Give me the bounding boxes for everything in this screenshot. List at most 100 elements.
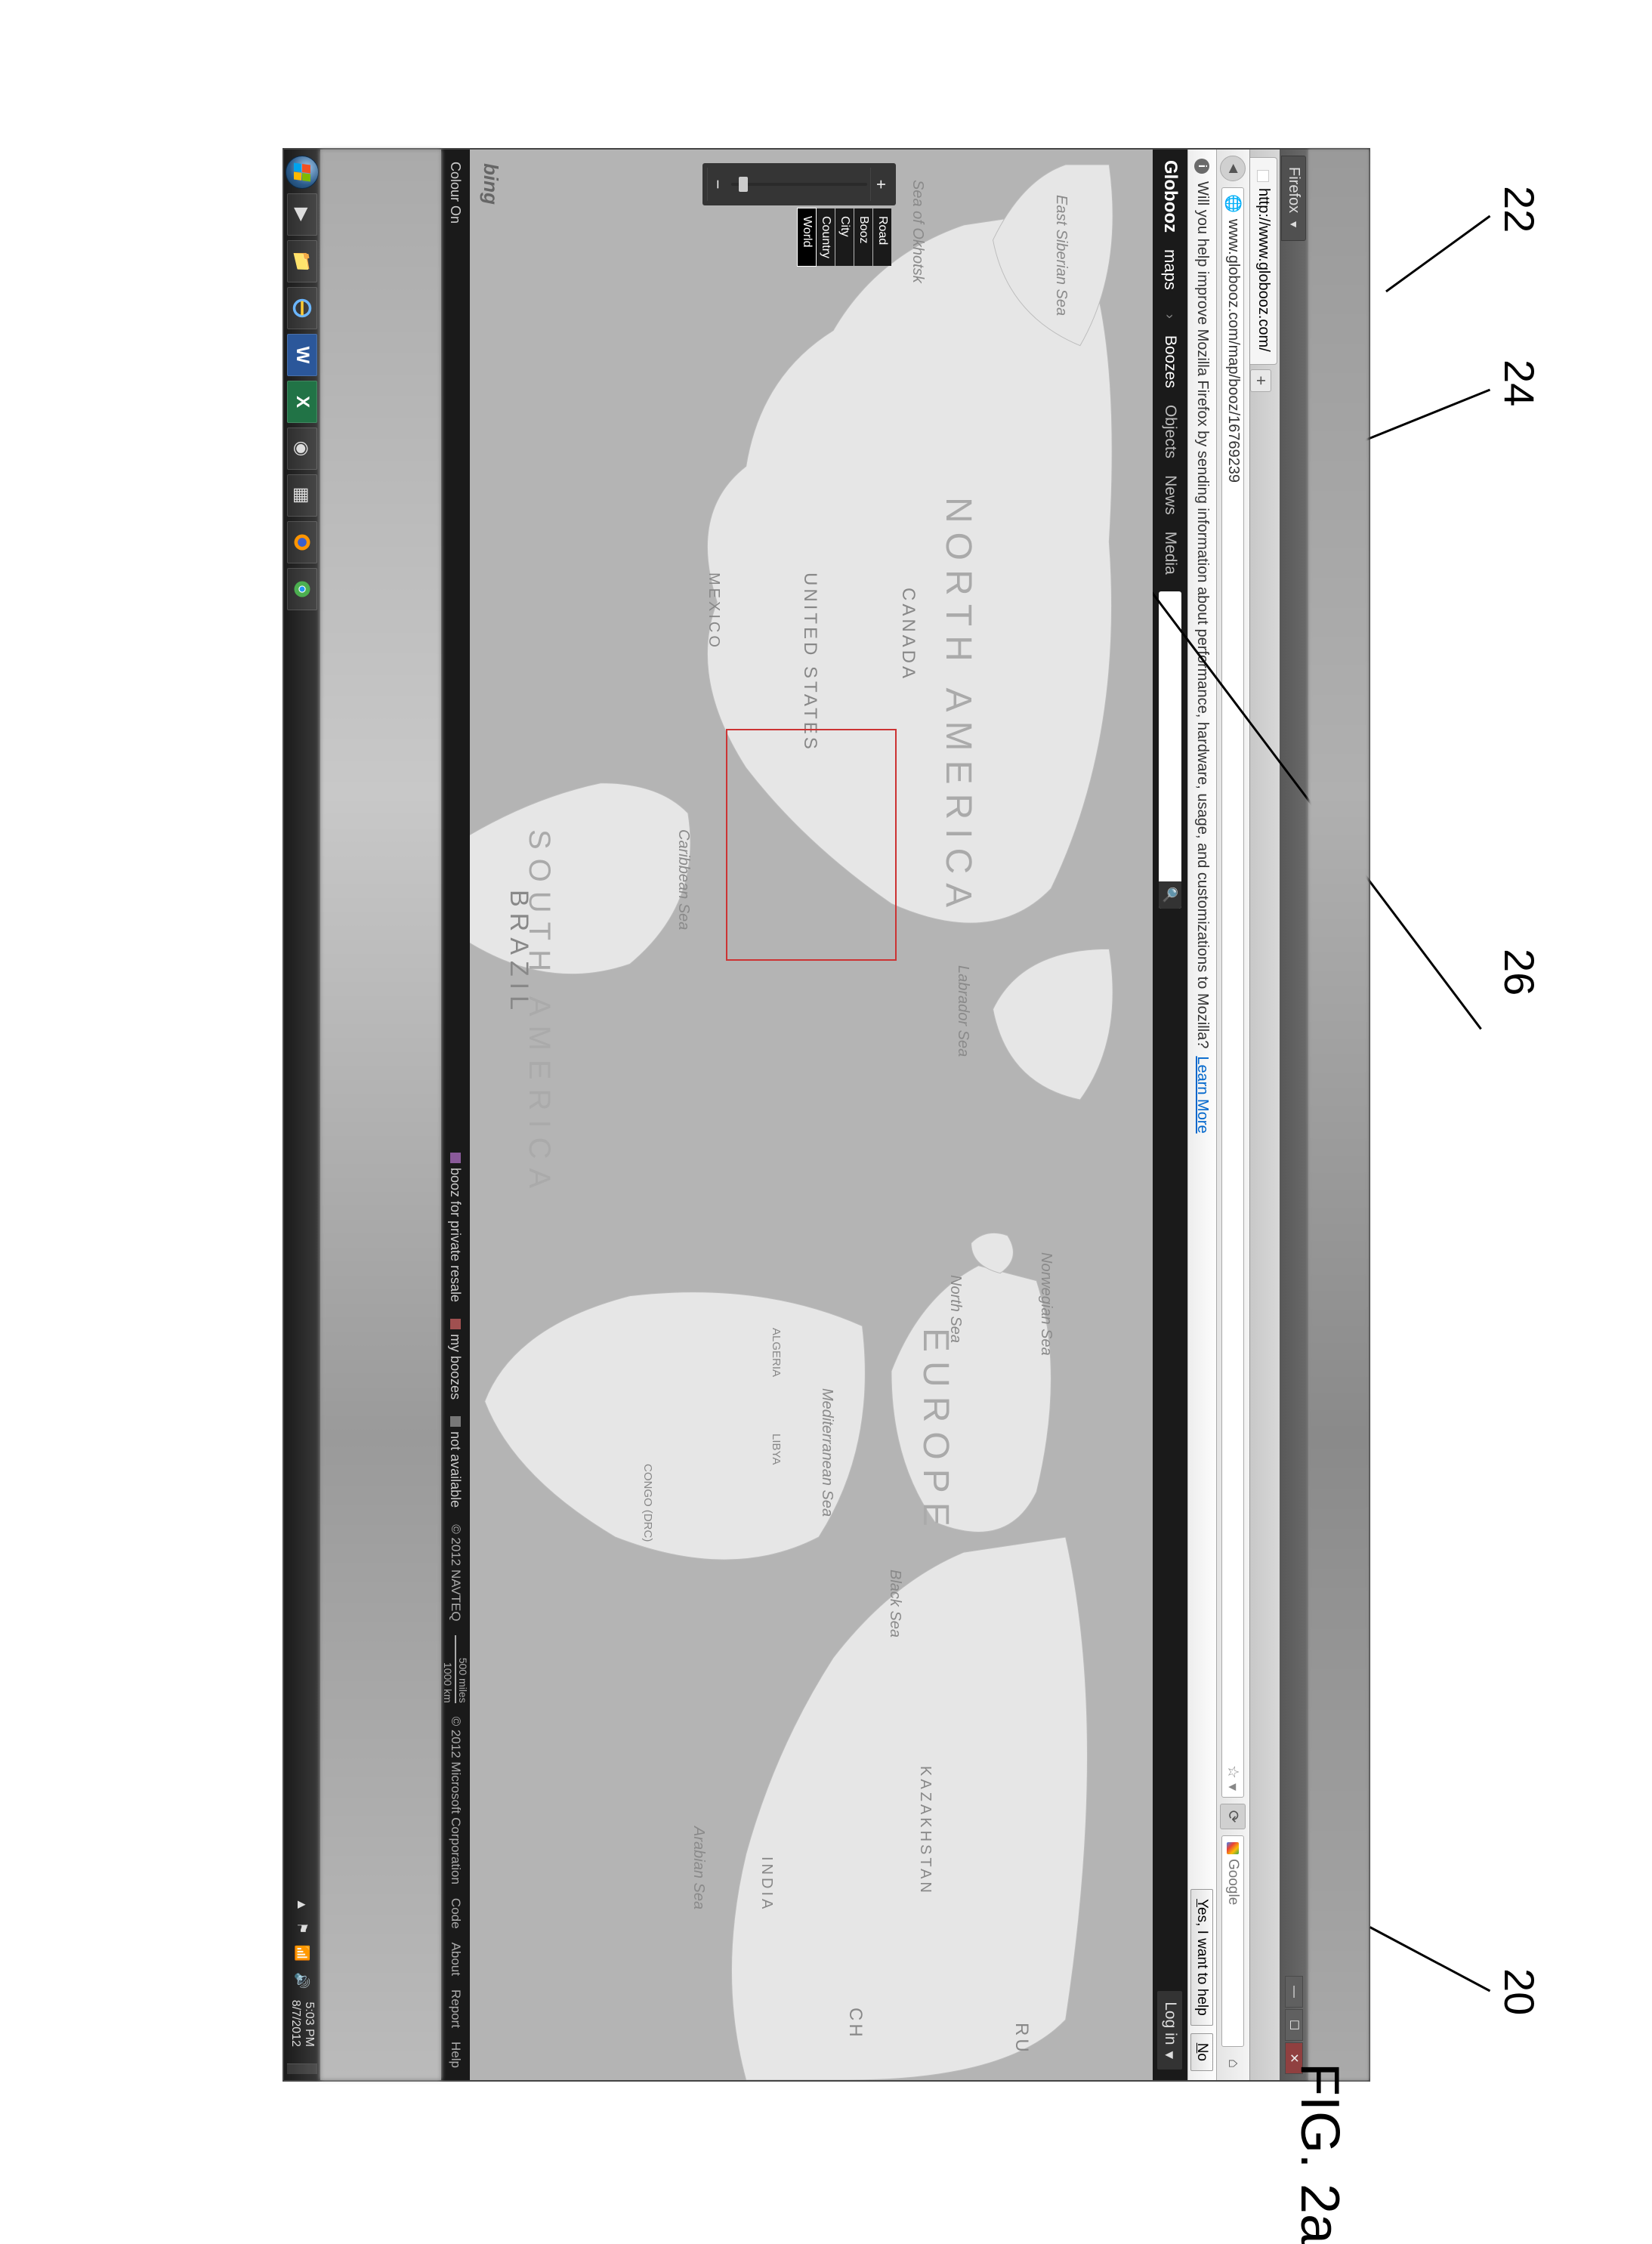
monitor-screenshot: Firefox ▼ — ☐ ✕ http://www.globooz.com/ … <box>283 148 1370 2082</box>
link-help[interactable]: Help <box>448 2042 463 2068</box>
country-usa: UNITED STATES <box>799 573 820 752</box>
tab-strip: http://www.globooz.com/ + <box>1249 150 1280 2080</box>
learn-more-link[interactable]: Learn More <box>1193 1056 1211 1133</box>
home-button[interactable]: ⌂ <box>1222 2053 1243 2074</box>
country-china: CH <box>845 2008 866 2040</box>
sea-okhotsk: Sea of Okhotsk <box>909 180 926 283</box>
sea-labrador: Labrador Sea <box>954 965 971 1057</box>
back-button[interactable]: ◄ <box>1220 156 1246 181</box>
windows-taskbar: ▶ 📁 W X ◉ ▦ ▲ ⚑ 📶 🔊 5:03 PM 8/7/2012 <box>284 150 320 2080</box>
login-label: Log in <box>1161 2002 1179 2045</box>
chevron-right-icon: › <box>1162 314 1178 319</box>
url-dropdown-icon[interactable]: ▾ <box>1224 1783 1243 1791</box>
taskbar-ie[interactable] <box>287 287 317 329</box>
info-icon: i <box>1194 159 1209 174</box>
zoom-in-button[interactable]: + <box>870 168 891 201</box>
maximize-button[interactable]: ☐ <box>1285 2009 1303 2041</box>
background-blur-bottom <box>320 150 441 2080</box>
callout-line-22 <box>1385 215 1490 292</box>
continent-eu: EUROPE <box>915 1328 956 1536</box>
network-icon[interactable]: 📶 <box>294 1945 310 1962</box>
country-india: INDIA <box>758 1857 775 1912</box>
taskbar-app-1[interactable]: ◉ <box>287 428 317 470</box>
callout-line-24 <box>1349 389 1490 448</box>
browser-search-box[interactable]: Google <box>1221 1835 1244 2047</box>
zoom-world[interactable]: World <box>798 208 816 266</box>
address-toolbar: ◄ 🌐 www.globooz.com/map/booz/16769239 ☆ … <box>1216 150 1249 2080</box>
zoom-out-button[interactable]: − <box>707 168 728 201</box>
link-about[interactable]: About <box>448 1943 463 1976</box>
firefox-menu-button[interactable]: Firefox ▼ <box>1281 156 1306 241</box>
tab-title: http://www.globooz.com/ <box>1255 188 1272 352</box>
start-button[interactable] <box>286 156 319 189</box>
zoom-road[interactable]: Road <box>873 208 891 266</box>
nav-objects[interactable]: Objects <box>1161 405 1179 458</box>
sea-black: Black Sea <box>886 1570 903 1637</box>
chevron-down-icon: ▾ <box>1160 2051 1179 2059</box>
bookmark-star-icon[interactable]: ☆ <box>1224 1765 1243 1779</box>
sea-east-siberian: East Siberian Sea <box>1052 195 1070 316</box>
nav-news[interactable]: News <box>1161 475 1179 515</box>
colour-toggle[interactable]: Colour On <box>447 162 463 224</box>
zoom-track[interactable] <box>731 183 867 186</box>
new-tab-button[interactable]: + <box>1250 369 1271 392</box>
no-button[interactable]: No <box>1190 2033 1213 2071</box>
country-mexico: MEXICO <box>705 573 722 650</box>
callout-line-20 <box>1369 1926 1490 1992</box>
map-viewport[interactable]: East Siberian Sea Sea of Okhotsk Labrado… <box>441 150 1153 2080</box>
reload-button[interactable]: ⟳ <box>1220 1804 1246 1829</box>
selection-rectangle <box>725 729 896 961</box>
firefox-menu-label: Firefox <box>1285 167 1302 213</box>
zoom-country[interactable]: Country <box>817 208 835 266</box>
tray-up-icon[interactable]: ▲ <box>294 1898 310 1912</box>
link-code[interactable]: Code <box>448 1898 463 1929</box>
minimize-button[interactable]: — <box>1285 1976 1303 2008</box>
taskbar-word[interactable]: W <box>287 334 317 376</box>
search-button[interactable]: 🔍 <box>1159 881 1181 909</box>
favicon-icon <box>1257 170 1269 182</box>
zoom-handle[interactable] <box>739 177 748 192</box>
browser-tab[interactable]: http://www.globooz.com/ <box>1250 157 1277 365</box>
legend-not-available: not available <box>447 1416 463 1508</box>
taskbar-clock[interactable]: 5:03 PM 8/7/2012 <box>289 2000 315 2047</box>
taskbar-media-player[interactable]: ▶ <box>287 193 317 236</box>
app-topbar: Globooz maps › Boozes Objects News Media… <box>1153 150 1187 2080</box>
address-bar[interactable]: 🌐 www.globooz.com/map/booz/16769239 ☆ ▾ <box>1221 187 1244 1798</box>
copyright-ms: © 2012 Microsoft Corporation <box>448 1717 463 1884</box>
link-report[interactable]: Report <box>448 1989 463 2028</box>
flag-icon[interactable]: ⚑ <box>294 1922 310 1934</box>
brand-logo[interactable]: Globooz <box>1159 160 1181 233</box>
callout-26: 26 <box>1495 949 1544 995</box>
zoom-booz[interactable]: Booz <box>854 208 872 266</box>
callout-22: 22 <box>1495 186 1544 233</box>
section-label: maps <box>1160 249 1180 290</box>
country-congo: CONGO (DRC) <box>641 1464 654 1542</box>
app-search-input[interactable] <box>1162 591 1178 881</box>
volume-icon[interactable]: 🔊 <box>294 1972 310 1989</box>
scale-bar: 500 miles 1000 km <box>443 1635 468 1703</box>
swatch-icon <box>450 1153 461 1163</box>
url-text: www.globooz.com/map/booz/16769239 <box>1224 219 1242 1761</box>
country-algeria: ALGERIA <box>770 1328 783 1377</box>
taskbar-firefox[interactable] <box>287 521 317 563</box>
window-controls: — ☐ ✕ <box>1285 1976 1303 2074</box>
taskbar-chrome[interactable] <box>287 568 317 610</box>
no-label: o <box>1194 2053 1210 2061</box>
nav-media[interactable]: Media <box>1161 532 1179 575</box>
zoom-city[interactable]: City <box>835 208 854 266</box>
yes-label: es, I want to help <box>1194 1907 1210 2016</box>
search-engine-label: Google <box>1224 1859 1241 1905</box>
background-blur-top <box>1308 150 1369 2080</box>
login-button[interactable]: Log in ▾ <box>1157 1991 1182 2070</box>
nav-boozes[interactable]: Boozes <box>1161 335 1179 388</box>
show-desktop-button[interactable] <box>287 2063 317 2074</box>
app-search: 🔍 <box>1159 591 1181 909</box>
taskbar-excel[interactable]: X <box>287 381 317 423</box>
taskbar-explorer[interactable]: 📁 <box>287 240 317 282</box>
yes-help-button[interactable]: Yes, I want to help <box>1190 1889 1213 2026</box>
google-icon <box>1227 1842 1239 1854</box>
sea-arabian: Arabian Sea <box>690 1826 707 1909</box>
taskbar-app-2[interactable]: ▦ <box>287 474 317 517</box>
zoom-panel: + − <box>702 163 896 205</box>
clock-time: 5:03 PM <box>302 2000 316 2047</box>
